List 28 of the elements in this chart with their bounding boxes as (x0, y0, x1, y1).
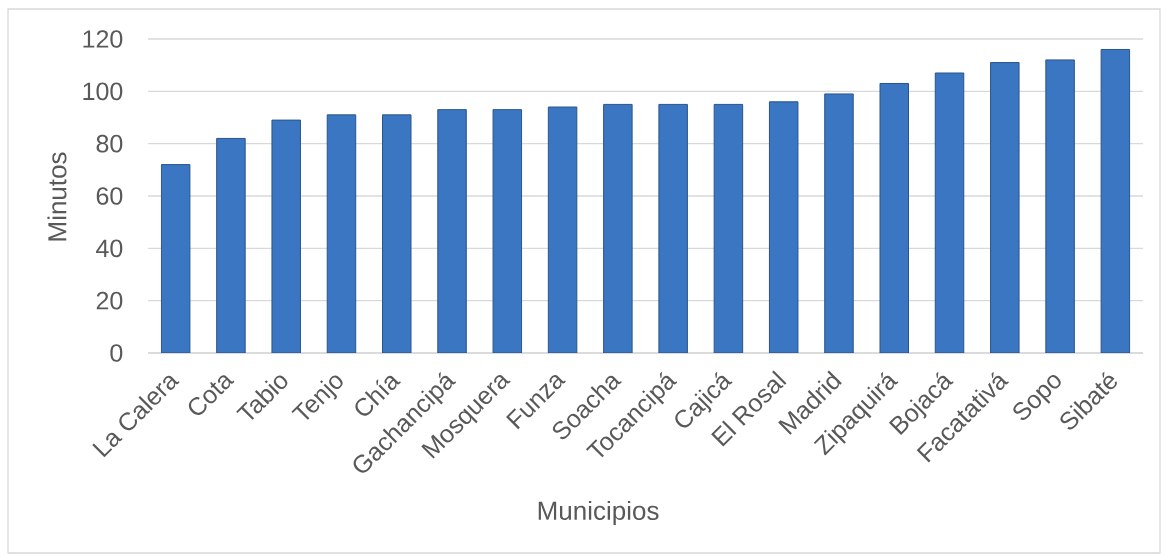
bar (492, 109, 523, 353)
bar (160, 164, 191, 353)
bar (1100, 48, 1131, 353)
bar (879, 82, 909, 353)
bar (658, 103, 688, 353)
y-tick-label: 20 (96, 291, 123, 310)
bar (824, 93, 854, 353)
bar (547, 106, 578, 353)
bar (271, 119, 301, 353)
y-tick-label: 40 (96, 239, 123, 258)
x-axis-title: Municipios (538, 500, 659, 526)
bar (437, 109, 467, 353)
bar (713, 103, 744, 353)
bar (326, 114, 357, 353)
y-tick-label: 100 (83, 82, 123, 101)
y-tick-label: 80 (96, 134, 123, 153)
y-axis-title: Minutos (47, 152, 67, 241)
bar (603, 103, 633, 353)
bar (216, 137, 246, 353)
y-tick-label: 120 (83, 30, 123, 48)
bar (382, 114, 412, 353)
bar (1045, 59, 1075, 353)
y-tick-label: 60 (96, 187, 123, 205)
bar (768, 101, 799, 353)
y-tick-label: 0 (110, 344, 123, 362)
x-tick-label: Cota (188, 375, 235, 415)
bar (934, 72, 965, 353)
bar (990, 62, 1020, 353)
